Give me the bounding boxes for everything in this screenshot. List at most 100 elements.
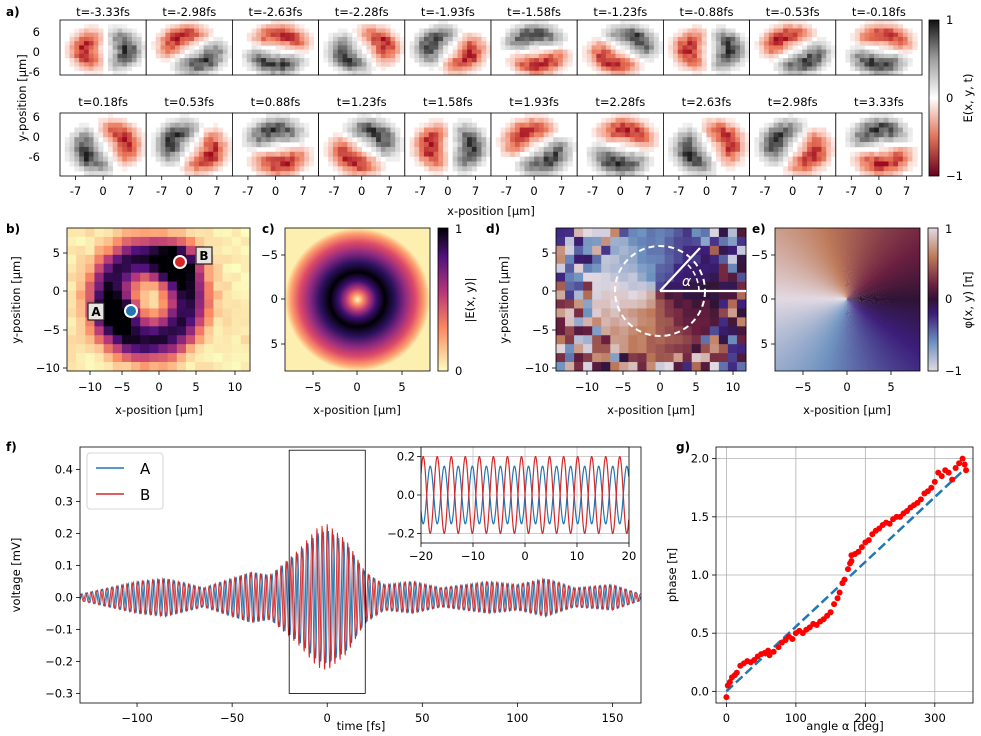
a-tile-pixel	[615, 132, 621, 138]
a-tile-pixel	[902, 66, 908, 72]
a-tile-pixel	[505, 137, 511, 143]
a-tile-pixel	[529, 117, 535, 123]
a-tile-pixel	[874, 20, 880, 25]
a-tile-pixel	[605, 171, 612, 177]
a-tile-pixel	[419, 127, 425, 133]
a-tile-pixel	[433, 45, 439, 50]
a-tile-pixel	[342, 45, 348, 50]
a-tile-pixel	[400, 142, 406, 148]
a-tile-pixel	[457, 66, 463, 72]
a-tile-pixel	[912, 36, 918, 42]
a-tile-pixel	[476, 45, 482, 50]
a-tile-pixel	[740, 137, 746, 143]
a-tile-pixel	[256, 41, 262, 46]
a-tile-pixel	[198, 166, 204, 172]
e-phase-wedge	[847, 228, 899, 299]
a-tile-pixel	[467, 132, 473, 138]
a-tile-pixel	[802, 117, 808, 123]
a-tile-pixel	[677, 58, 683, 63]
b-heatmap-cell	[76, 335, 86, 345]
a-tile-pixel	[69, 132, 75, 138]
a-tile-pixel	[869, 28, 875, 33]
a-tile-pixel	[644, 151, 650, 157]
a-tile-pixel	[768, 122, 774, 128]
a-tile-pixel	[514, 36, 521, 42]
a-tile-pixel	[275, 20, 281, 25]
a-tile-pixel	[337, 53, 343, 59]
a-tile-pixel	[423, 41, 430, 46]
a-tile-pixel	[773, 142, 779, 148]
b-heatmap-cell	[213, 317, 223, 327]
a-tile-pixel	[174, 36, 181, 42]
b-heatmap-cell	[204, 317, 214, 327]
a-tile-pixel	[189, 58, 195, 63]
a-tile-pixel	[390, 122, 396, 128]
a-tile-pixel	[103, 137, 109, 143]
a-tile-pixel	[581, 53, 588, 59]
a-tile-pixel	[711, 161, 717, 167]
d-phase-cell	[583, 281, 593, 291]
a-tile-pixel	[692, 66, 698, 72]
a-tile-pixel	[740, 45, 746, 50]
d-xlabel: x-position [μm]	[607, 403, 695, 417]
a-tile-pixel	[687, 66, 693, 72]
a-tile-pixel	[323, 58, 329, 63]
a-tile-pixel	[625, 156, 631, 162]
a-tile-pixel	[725, 122, 731, 128]
a-tile-pixel	[605, 49, 612, 55]
a-snapshot-time: t=0.88fs	[251, 95, 301, 109]
a-tile-pixel	[98, 41, 104, 46]
a-tile-pixel	[423, 132, 430, 138]
a-tile-pixel	[170, 53, 176, 59]
a-tile-pixel	[447, 53, 453, 59]
a-tile-pixel	[787, 127, 793, 133]
a-tile-pixel	[553, 127, 559, 133]
a-tile-pixel	[687, 132, 693, 138]
a-tile-pixel	[754, 41, 760, 46]
a-tile-pixel	[79, 161, 85, 167]
a-tile-pixel	[179, 24, 185, 29]
a-tile-pixel	[194, 161, 200, 167]
b-heatmap-cell	[204, 263, 214, 273]
a-tile-pixel	[783, 45, 789, 50]
a-tile-pixel	[586, 62, 592, 67]
a-tile-pixel	[596, 137, 602, 143]
a-tile-pixel	[179, 41, 185, 46]
a-snapshot-tile	[490, 112, 578, 177]
a-tile-pixel	[649, 156, 655, 162]
a-tile-pixel	[874, 49, 880, 55]
a-tile-pixel	[740, 161, 746, 167]
a-tile-pixel	[907, 137, 913, 143]
a-tile-pixel	[519, 36, 525, 42]
a-tile-pixel	[706, 137, 712, 143]
a-tile-pixel	[160, 137, 166, 143]
a-tile-pixel	[74, 151, 80, 157]
a-tile-pixel	[356, 137, 362, 143]
a-tile-pixel	[649, 146, 655, 153]
b-heatmap-cell	[185, 272, 196, 282]
a-tile-pixel	[720, 32, 726, 38]
a-tile-pixel	[869, 36, 875, 42]
a-tile-pixel	[893, 117, 899, 123]
a-tile-pixel	[400, 36, 406, 42]
d-phase-cell	[673, 236, 683, 247]
a-tile-pixel	[122, 66, 128, 72]
a-tile-pixel	[380, 166, 386, 172]
a-tile-pixel	[256, 70, 262, 76]
a-tile-pixel	[562, 156, 568, 162]
a-tile-pixel	[797, 146, 803, 153]
a-tile-pixel	[605, 53, 612, 59]
a-tile-pixel	[878, 127, 884, 133]
a-tile-pixel	[203, 166, 209, 172]
f-series-a-line	[80, 531, 641, 664]
a-tile-pixel	[802, 53, 808, 59]
a-tile-pixel	[174, 24, 181, 29]
b-heatmap-cell	[222, 362, 232, 372]
a-tile-pixel	[117, 28, 123, 33]
a-tile-pixel	[730, 66, 736, 72]
a-tile-pixel	[711, 127, 717, 133]
a-colorbar-tick-mid: 0	[946, 91, 953, 105]
a-tile-pixel	[122, 132, 128, 138]
a-tile-pixel	[93, 53, 99, 59]
a-tile-pixel	[610, 53, 616, 59]
